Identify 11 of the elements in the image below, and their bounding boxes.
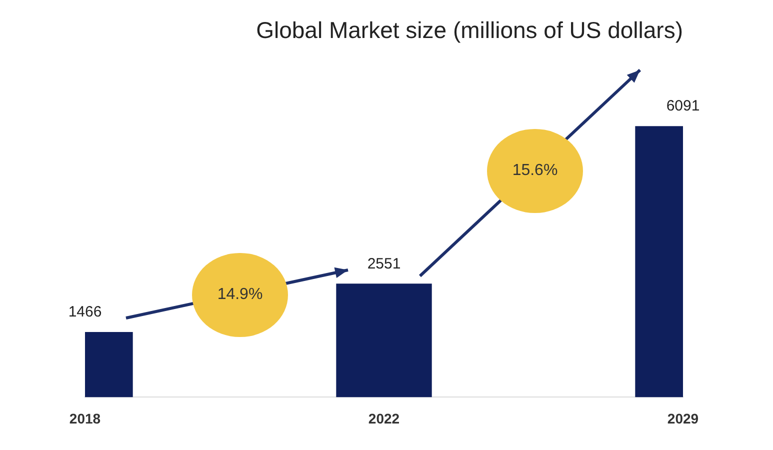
circle-badge: 15.6% (487, 128, 583, 214)
annotation: 15.6% (512, 162, 558, 180)
annotation: 14.9% (217, 286, 263, 304)
x-tick-label: 2018 (69, 410, 101, 426)
data-label: 2551 (367, 255, 401, 272)
x-tick-label: 2029 (667, 410, 699, 426)
x-tick-label: 2022 (368, 410, 400, 426)
data-label: 1466 (68, 304, 102, 321)
circle-badge: 14.9% (192, 252, 288, 338)
data-label: 6091 (666, 98, 700, 115)
chart-title: Global Market size (millions of US dollars) (256, 17, 683, 44)
